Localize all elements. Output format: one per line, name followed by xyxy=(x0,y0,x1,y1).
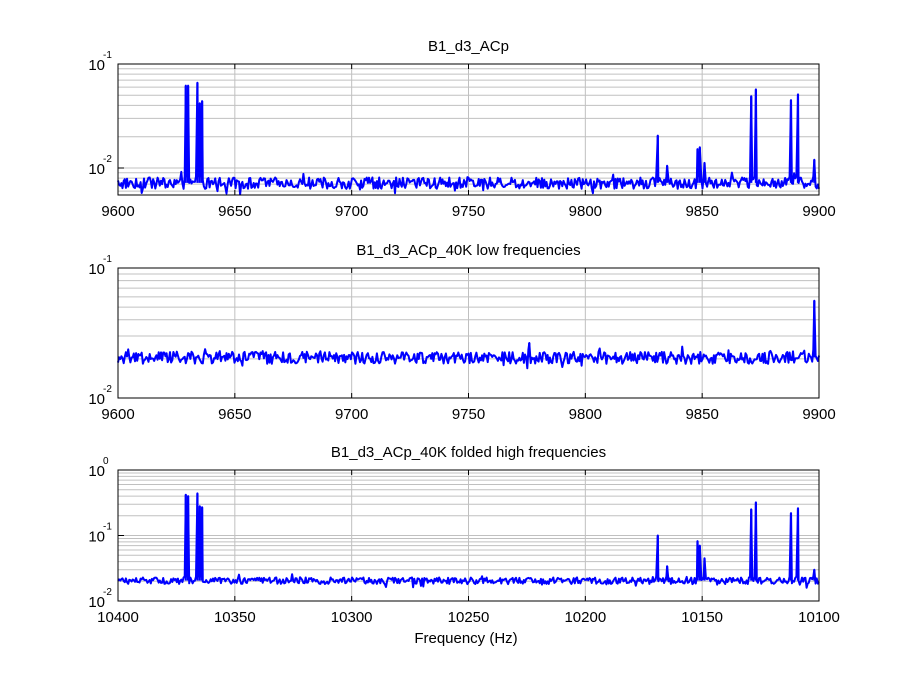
x-tick-label: 9650 xyxy=(218,406,251,423)
x-tick-label: 9850 xyxy=(685,406,718,423)
y-tick-label: 10 xyxy=(88,261,105,278)
x-tick-label: 9600 xyxy=(101,203,134,220)
x-axis-label: Frequency (Hz) xyxy=(414,630,517,647)
chart-title: B1_d3_ACp_40K low frequencies xyxy=(356,242,580,259)
y-tick-exponent: 0 xyxy=(103,456,109,467)
x-tick-label: 9800 xyxy=(569,406,602,423)
y-tick-exponent: -2 xyxy=(103,587,112,598)
x-tick-label: 9650 xyxy=(218,203,251,220)
x-tick-label: 9700 xyxy=(335,406,368,423)
series-line xyxy=(117,299,820,370)
plots-layer: 9600 9650 9700 9750 9800 9850 990010-210-1B1_d… xyxy=(88,38,840,626)
y-tick-label: 10 xyxy=(88,57,105,74)
series-line xyxy=(117,492,820,589)
y-tick-exponent: -1 xyxy=(103,50,112,61)
y-tick-exponent: -2 xyxy=(103,154,112,165)
x-tick-label: 10250 xyxy=(448,609,490,626)
chart-panel-1: 9600 9650 9700 9750 9800 9850 990010-210-1B1_d… xyxy=(88,38,835,220)
x-tick-label: 9750 xyxy=(452,406,485,423)
x-tick-label: 9600 xyxy=(101,406,134,423)
x-tick-label: 9900 xyxy=(802,406,835,423)
y-tick-label: 10 xyxy=(88,463,105,480)
y-tick-exponent: -1 xyxy=(103,522,112,533)
chart-panel-2: 9600 9650 9700 9750 9800 9850 990010-210-1B1_d… xyxy=(88,242,835,423)
x-tick-label: 9800 xyxy=(569,203,602,220)
x-tick-label: 10300 xyxy=(331,609,373,626)
y-tick-label: 10 xyxy=(88,161,105,178)
chart-title: B1_d3_ACp_40K folded high frequencies xyxy=(331,444,606,461)
y-tick-label: 10 xyxy=(88,594,105,611)
y-tick-exponent: -1 xyxy=(103,254,112,265)
x-tick-label: 10150 xyxy=(681,609,723,626)
x-tick-label: 9700 xyxy=(335,203,368,220)
x-tick-label: 9900 xyxy=(802,203,835,220)
x-tick-label: 10350 xyxy=(214,609,256,626)
series-line xyxy=(117,81,820,196)
y-tick-exponent: -2 xyxy=(103,384,112,395)
x-tick-label: 10100 xyxy=(798,609,840,626)
chart-panel-3: 10400 10350 10300 10250 10200 10150 1010010-21… xyxy=(88,444,840,626)
y-tick-label: 10 xyxy=(88,391,105,408)
chart-title: B1_d3_ACp xyxy=(428,38,509,55)
x-tick-label: 9850 xyxy=(685,203,718,220)
x-tick-label: 10400 xyxy=(97,609,139,626)
y-tick-label: 10 xyxy=(88,529,105,546)
x-tick-label: 10200 xyxy=(564,609,606,626)
x-tick-label: 9750 xyxy=(452,203,485,220)
